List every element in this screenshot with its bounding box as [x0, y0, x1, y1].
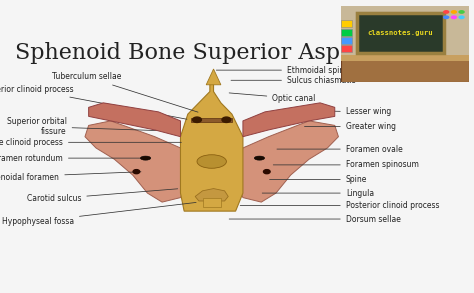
Polygon shape [243, 103, 335, 137]
Ellipse shape [197, 155, 227, 168]
Text: Sulcus chiasmatis: Sulcus chiasmatis [231, 76, 356, 85]
Polygon shape [236, 121, 338, 202]
Circle shape [264, 170, 270, 174]
Text: Superior orbital
fissure: Superior orbital fissure [7, 117, 169, 136]
Text: Middle clinoid process: Middle clinoid process [0, 138, 182, 147]
Text: Posterior clinoid process: Posterior clinoid process [240, 201, 439, 210]
Polygon shape [181, 80, 243, 211]
Ellipse shape [255, 156, 264, 160]
Ellipse shape [140, 156, 151, 160]
Bar [356, 13, 444, 53]
Text: Carotid sulcus: Carotid sulcus [27, 189, 178, 203]
Polygon shape [191, 117, 232, 122]
Text: Lingula: Lingula [262, 189, 374, 197]
Text: Sphenoid Bone Superior Aspect: Sphenoid Bone Superior Aspect [15, 42, 375, 64]
Circle shape [451, 10, 457, 14]
Polygon shape [89, 103, 181, 137]
Circle shape [458, 10, 465, 14]
Polygon shape [202, 197, 221, 207]
Circle shape [443, 16, 449, 19]
Text: Foramen rotundum: Foramen rotundum [0, 154, 143, 163]
Text: Optic canal: Optic canal [229, 93, 316, 103]
Text: Tuberculum sellae: Tuberculum sellae [52, 72, 198, 112]
Polygon shape [85, 121, 188, 202]
Circle shape [451, 16, 457, 19]
Bar [341, 45, 352, 52]
Bar [341, 20, 352, 27]
Text: Greater wing: Greater wing [304, 122, 396, 131]
Text: Anterior clinoid process: Anterior clinoid process [0, 85, 187, 119]
Text: Ethmoidal spine: Ethmoidal spine [216, 66, 349, 75]
Text: Hypophyseal fossa: Hypophyseal fossa [2, 202, 196, 226]
Bar [341, 54, 469, 61]
Bar [341, 29, 352, 35]
Text: Foramen ovale: Foramen ovale [277, 144, 402, 154]
Bar [341, 37, 352, 44]
Polygon shape [206, 69, 221, 85]
Text: classnotes.guru: classnotes.guru [367, 30, 433, 36]
Bar [356, 13, 444, 53]
Text: Foramen spinosum: Foramen spinosum [273, 160, 419, 169]
Circle shape [458, 16, 465, 19]
Text: Dorsum sellae: Dorsum sellae [229, 214, 401, 224]
Text: Spine: Spine [270, 175, 367, 184]
Polygon shape [195, 189, 228, 201]
Circle shape [192, 117, 201, 122]
Circle shape [133, 170, 140, 174]
Text: Emissary sphenoidal foramen: Emissary sphenoidal foramen [0, 172, 141, 182]
Circle shape [222, 117, 231, 122]
Circle shape [443, 10, 449, 14]
Text: Lesser wing: Lesser wing [312, 107, 391, 116]
Bar [341, 58, 469, 82]
